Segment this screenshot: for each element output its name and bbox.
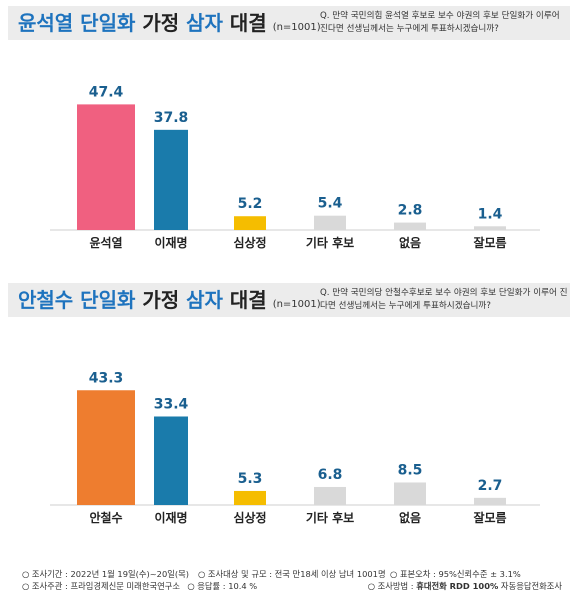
footer-host: ○ 조사주관 : 프라임경제신문 미래한국연구소 — [22, 581, 180, 591]
survey-question: Q. 만약 국민의힘 윤석열 후보로 보수 야권의 후보 단일화가 이루어 진다… — [320, 11, 560, 34]
bar — [77, 104, 135, 230]
panel-title: 윤석열 단일화 가정 삼자 대결 (n=1001) — [18, 10, 321, 41]
category-label: 윤석열 — [89, 235, 122, 250]
data-label: 8.5 — [398, 462, 423, 478]
bar — [394, 222, 426, 230]
bar — [394, 482, 426, 505]
category-label: 이재명 — [154, 510, 187, 525]
category-label: 없음 — [399, 510, 421, 525]
title-name: 윤석열 단일화 — [18, 11, 136, 35]
category-label: 심상정 — [233, 510, 266, 525]
data-label: 47.4 — [89, 84, 124, 100]
title-mid: 가정 — [135, 288, 187, 312]
panel-header: 윤석열 단일화 가정 삼자 대결 (n=1001) Q. 만약 국민의힘 윤석열 … — [8, 6, 570, 40]
footer-row: ○ 조사주관 : 프라임경제신문 미래한국연구소 ○ 응답률 : 10.4 % … — [22, 580, 562, 592]
bar-chart-yoon: 47.4 윤석열 37.8 이재명 5.2 심상정 5.4 기타 후보 2.8 없음 1.4 잘모름 — [50, 84, 540, 250]
footer-row: ○ 조사기간 : 2022년 1월 19일(수)~20일(목) ○ 조사대상 및… — [22, 568, 562, 580]
panel-title: 안철수 단일화 가정 삼자 대결 (n=1001) — [18, 287, 321, 318]
footer-method-post: 자동응답전화조사 — [498, 581, 562, 591]
data-label: 37.8 — [154, 110, 189, 126]
category-label: 안철수 — [89, 510, 122, 525]
bar — [314, 486, 346, 505]
bar — [234, 490, 266, 505]
title-end: 대결 — [222, 288, 267, 312]
title-three: 삼자 — [186, 11, 223, 35]
sample-size: (n=1001) — [272, 299, 321, 310]
footer-method-bold: 휴대전화 RDD 100% — [416, 581, 499, 591]
footer-period: ○ 조사기간 : 2022년 1월 19일(수)~20일(목) — [22, 569, 189, 579]
footer-error: ○ 표본오차 : 95%신뢰수준 ± 3.1% — [390, 569, 521, 579]
data-label: 5.4 — [318, 196, 343, 212]
bar — [474, 226, 506, 230]
data-label: 6.8 — [318, 467, 343, 483]
footer-method: ○ 조사방법 : 휴대전화 RDD 100% 자동응답전화조사 — [368, 580, 562, 592]
bar — [77, 390, 135, 505]
bar — [314, 215, 346, 230]
bar-chart-ahn: 43.3 안철수 33.4 이재명 5.3 심상정 6.8 기타 후보 8.5 없음 2.7 잘모름 — [50, 370, 540, 525]
category-label: 잘모름 — [473, 510, 506, 525]
data-label: 2.8 — [398, 203, 423, 219]
panel-yoon: 윤석열 단일화 가정 삼자 대결 (n=1001) Q. 만약 국민의힘 윤석열 … — [0, 0, 580, 262]
survey-question: Q. 만약 국민의당 안철수후보로 보수 야권의 후보 단일화가 이루어 진다면… — [320, 288, 568, 311]
category-label: 기타 후보 — [306, 235, 354, 250]
bar — [154, 129, 188, 230]
title-mid: 가정 — [135, 11, 187, 35]
data-label: 5.3 — [238, 471, 263, 487]
survey-footer: ○ 조사기간 : 2022년 1월 19일(수)~20일(목) ○ 조사대상 및… — [22, 568, 562, 592]
data-label: 5.2 — [238, 196, 263, 212]
category-label: 심상정 — [233, 235, 266, 250]
category-label: 잘모름 — [473, 235, 506, 250]
footer-method-pre: ○ 조사방법 : — [367, 581, 417, 591]
data-label: 33.4 — [154, 396, 189, 412]
bar — [474, 497, 506, 505]
category-label: 기타 후보 — [306, 510, 354, 525]
footer-target: ○ 조사대상 및 규모 : 전국 만18세 이상 남녀 1001명 — [198, 569, 386, 579]
title-name: 안철수 단일화 — [18, 288, 136, 312]
data-label: 1.4 — [478, 206, 503, 222]
title-three: 삼자 — [186, 288, 223, 312]
panel-ahn: 안철수 단일화 가정 삼자 대결 (n=1001) Q. 만약 국민의당 안철수후… — [0, 277, 580, 537]
footer-response-rate: ○ 응답률 : 10.4 % — [187, 581, 258, 591]
panel-header: 안철수 단일화 가정 삼자 대결 (n=1001) Q. 만약 국민의당 안철수후… — [8, 283, 570, 317]
category-label: 이재명 — [154, 235, 187, 250]
title-end: 대결 — [222, 11, 267, 35]
sample-size: (n=1001) — [272, 22, 321, 33]
data-label: 2.7 — [478, 478, 503, 494]
bar — [234, 216, 266, 230]
bar — [154, 416, 188, 505]
category-label: 없음 — [399, 235, 421, 250]
data-label: 43.3 — [89, 370, 124, 386]
